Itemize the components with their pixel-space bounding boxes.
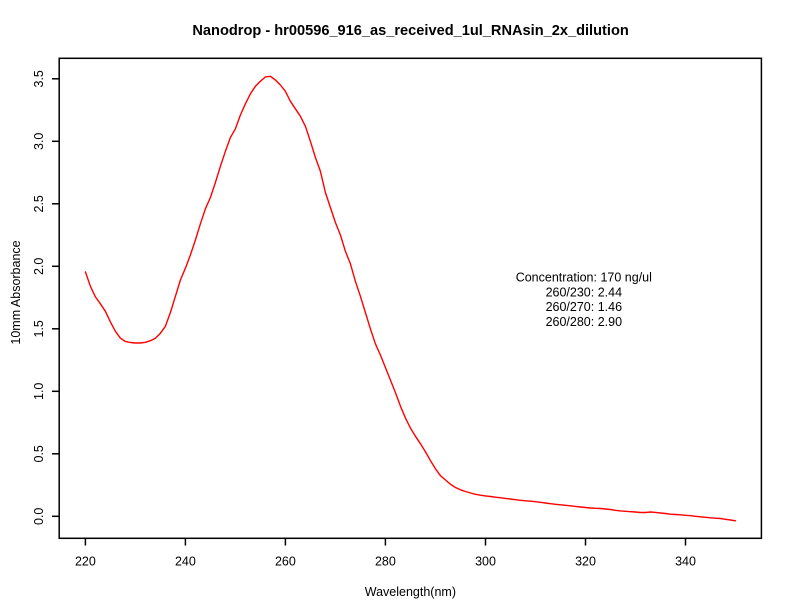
svg-text:Nanodrop - hr00596_916_as_rece: Nanodrop - hr00596_916_as_received_1ul_R…: [192, 23, 628, 39]
svg-text:260/280: 2.90: 260/280: 2.90: [546, 315, 623, 329]
svg-text:220: 220: [75, 554, 96, 568]
svg-text:240: 240: [175, 554, 196, 568]
svg-text:260/270: 1.46: 260/270: 1.46: [546, 300, 623, 314]
svg-text:260: 260: [275, 554, 296, 568]
svg-text:1.5: 1.5: [32, 320, 46, 337]
svg-text:10mm Absorbance: 10mm Absorbance: [9, 240, 23, 344]
svg-text:2.0: 2.0: [32, 258, 46, 275]
svg-text:320: 320: [575, 554, 596, 568]
svg-text:280: 280: [375, 554, 396, 568]
svg-text:2.5: 2.5: [32, 195, 46, 212]
svg-text:300: 300: [475, 554, 496, 568]
svg-text:0.5: 0.5: [32, 445, 46, 462]
svg-text:3.0: 3.0: [32, 133, 46, 150]
svg-text:1.0: 1.0: [32, 383, 46, 400]
svg-text:0.0: 0.0: [32, 508, 46, 525]
svg-text:Wavelength(nm): Wavelength(nm): [365, 585, 456, 599]
svg-text:3.5: 3.5: [32, 70, 46, 87]
svg-text:340: 340: [675, 554, 696, 568]
svg-text:Concentration: 170 ng/ul: Concentration: 170 ng/ul: [516, 271, 652, 285]
svg-text:260/230: 2.44: 260/230: 2.44: [546, 285, 623, 299]
